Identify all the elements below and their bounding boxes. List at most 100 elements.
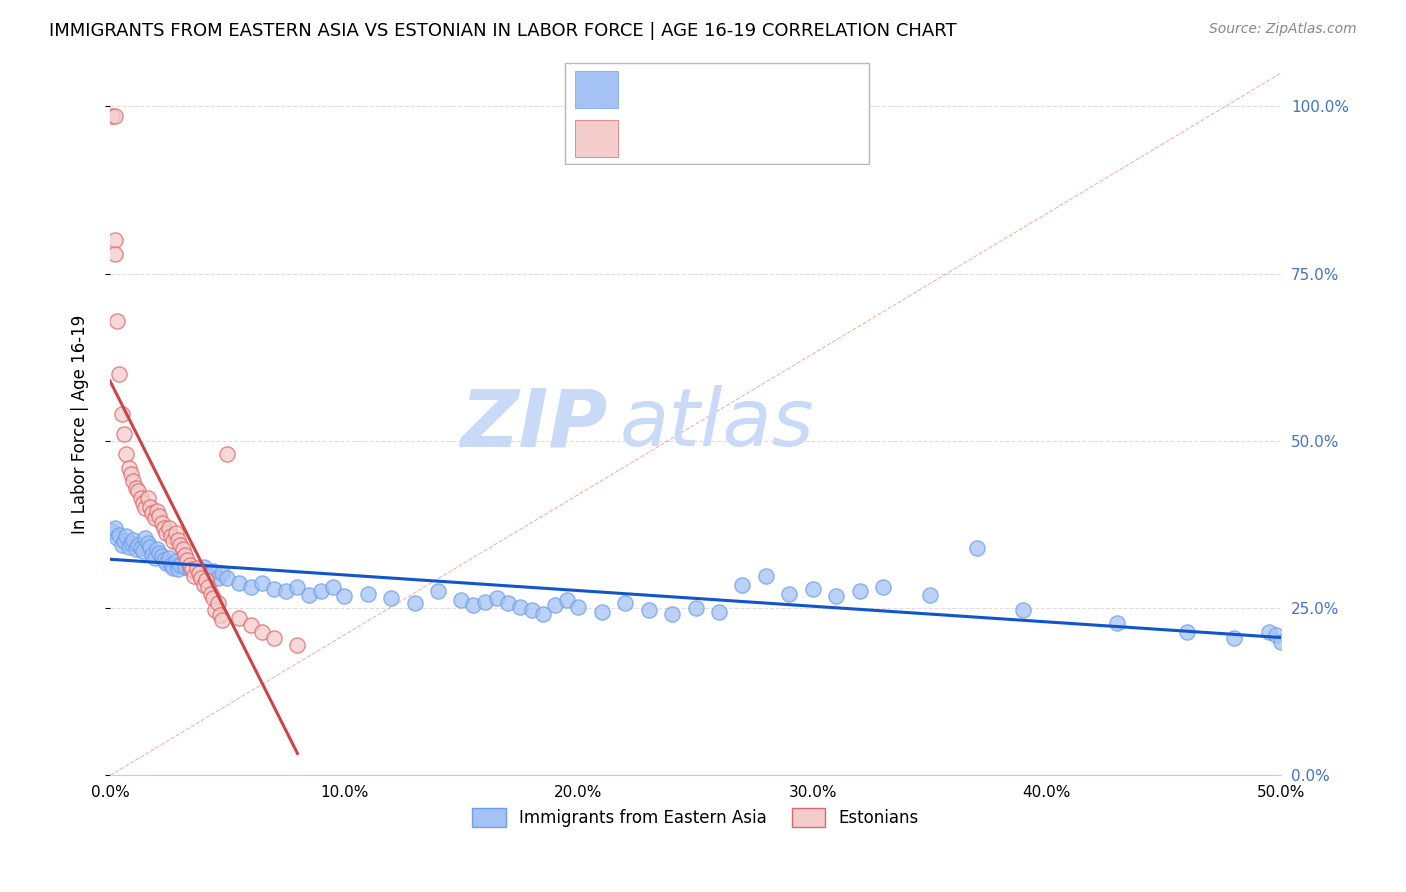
Point	[450, 593, 472, 607]
Point	[228, 575, 250, 590]
Point	[129, 541, 152, 555]
Point	[197, 569, 219, 583]
Point	[193, 578, 215, 592]
Point	[207, 596, 229, 610]
Point	[165, 554, 187, 568]
Point	[685, 601, 707, 615]
Point	[614, 596, 637, 610]
Bar	[575, 120, 619, 157]
Point	[141, 548, 163, 562]
Point	[118, 540, 141, 554]
Point	[125, 542, 148, 557]
Point	[153, 553, 176, 567]
Point	[217, 571, 239, 585]
Point	[148, 546, 170, 560]
Point	[115, 529, 138, 543]
Point	[141, 506, 163, 520]
Point	[134, 500, 156, 515]
Point	[252, 624, 274, 639]
Point	[1012, 602, 1035, 616]
Point	[209, 607, 232, 622]
Point	[1258, 624, 1281, 639]
Point	[555, 593, 578, 607]
Text: R =  0.352: R = 0.352	[630, 129, 735, 147]
Point	[188, 566, 211, 581]
Point	[183, 569, 205, 583]
Point	[118, 460, 141, 475]
Point	[146, 504, 169, 518]
Point	[104, 233, 127, 247]
Point	[112, 534, 135, 549]
Point	[134, 531, 156, 545]
Point	[105, 313, 128, 327]
Point	[637, 602, 659, 616]
Point	[202, 591, 225, 606]
Point	[204, 602, 226, 616]
Point	[496, 596, 519, 610]
Point	[707, 605, 730, 619]
Point	[1177, 624, 1199, 639]
Point	[157, 551, 180, 566]
Point	[461, 598, 484, 612]
Point	[197, 580, 219, 594]
Point	[104, 521, 127, 535]
Point	[591, 605, 613, 619]
Point	[252, 575, 274, 590]
Point	[104, 110, 127, 124]
Point	[181, 562, 204, 576]
Text: IMMIGRANTS FROM EASTERN ASIA VS ESTONIAN IN LABOR FORCE | AGE 16-19 CORRELATION : IMMIGRANTS FROM EASTERN ASIA VS ESTONIAN…	[49, 22, 957, 40]
Point	[195, 573, 218, 587]
Point	[146, 542, 169, 557]
Point	[186, 561, 208, 575]
Point	[162, 534, 184, 549]
Text: N = 87: N = 87	[761, 80, 828, 98]
Point	[190, 571, 212, 585]
Point	[918, 588, 941, 602]
Point	[520, 602, 543, 616]
Point	[217, 447, 239, 461]
Point	[1223, 632, 1246, 646]
Point	[567, 599, 589, 614]
Point	[143, 551, 166, 566]
Point	[239, 580, 262, 594]
Point	[176, 553, 198, 567]
Point	[274, 584, 297, 599]
Point	[426, 584, 449, 599]
Point	[188, 567, 211, 582]
Point	[193, 559, 215, 574]
Point	[122, 533, 145, 547]
Point	[848, 584, 870, 599]
Point	[120, 535, 142, 549]
Point	[127, 538, 149, 552]
Point	[179, 558, 201, 572]
Point	[755, 569, 778, 583]
Point	[1270, 634, 1292, 648]
Point	[104, 246, 127, 260]
Point	[122, 474, 145, 488]
Point	[125, 481, 148, 495]
Point	[139, 540, 162, 554]
Point	[150, 549, 173, 563]
Point	[287, 638, 309, 652]
Point	[148, 508, 170, 523]
Point	[263, 582, 285, 597]
Point	[298, 588, 321, 602]
Point	[357, 586, 380, 600]
Point	[160, 529, 183, 543]
Point	[263, 632, 285, 646]
Point	[200, 586, 222, 600]
Point	[153, 521, 176, 535]
Point	[112, 427, 135, 442]
Point	[157, 521, 180, 535]
Point	[115, 447, 138, 461]
Point	[101, 524, 124, 539]
Point	[1265, 628, 1288, 642]
Point	[132, 544, 155, 558]
Point	[333, 589, 356, 603]
Point	[108, 367, 131, 381]
Point	[228, 611, 250, 625]
Point	[169, 538, 191, 552]
Point	[966, 541, 988, 555]
Point	[127, 484, 149, 499]
Point	[162, 561, 184, 575]
